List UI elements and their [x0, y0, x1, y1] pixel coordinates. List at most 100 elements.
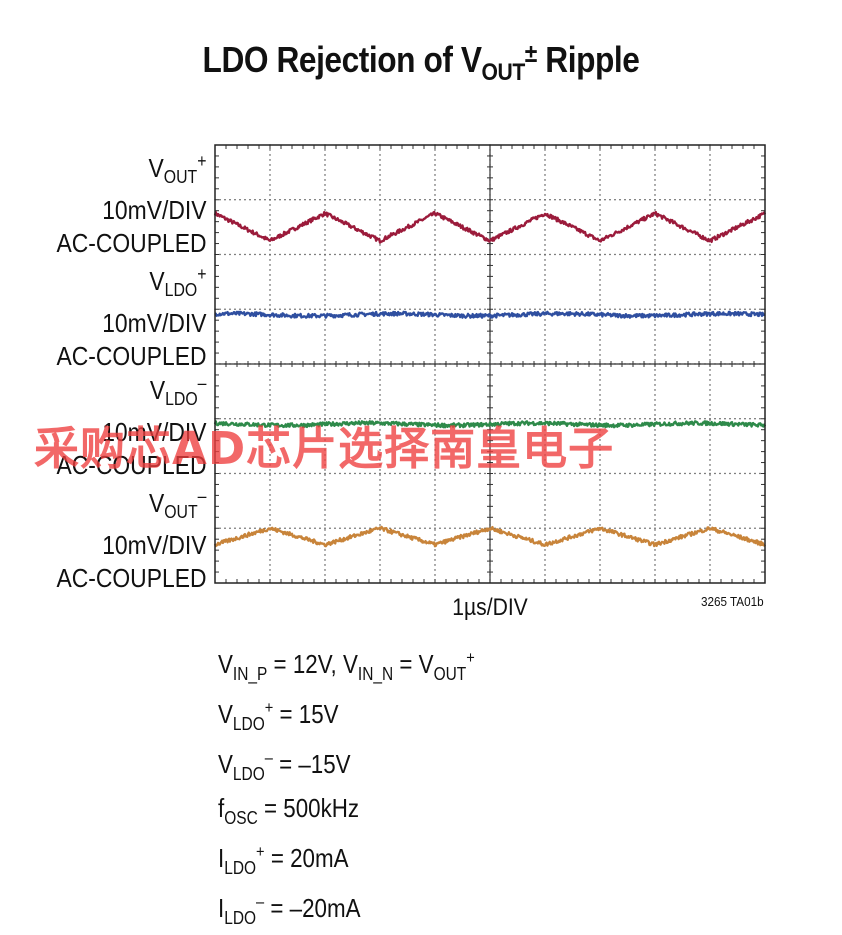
grid-dot — [434, 339, 436, 341]
grid-dot — [514, 527, 516, 529]
grid-dot — [279, 527, 281, 529]
grid-dot — [234, 199, 236, 201]
grid-dot — [599, 253, 601, 256]
grid-dot — [739, 418, 741, 420]
grid-dot — [639, 308, 641, 310]
grid-dot — [544, 249, 546, 251]
grid-dot — [544, 374, 546, 376]
grid-dot — [294, 472, 296, 475]
grid-dot — [709, 269, 711, 271]
grid-dot — [379, 414, 381, 416]
grid-dot — [649, 527, 651, 529]
grid-dot — [654, 519, 656, 521]
grid-dot — [669, 472, 671, 475]
grid-dot — [514, 472, 516, 475]
condition-line: ILDO+ = 20mA — [218, 842, 349, 878]
grid-dot — [544, 434, 546, 436]
grid-dot — [434, 479, 436, 481]
grid-dot — [654, 189, 656, 191]
grid-dot — [674, 253, 676, 256]
grid-dot — [624, 472, 626, 475]
grid-dot — [599, 534, 601, 536]
grid-dot — [379, 154, 381, 156]
grid-dot — [379, 469, 381, 471]
grid-dot — [599, 229, 601, 231]
grid-dot — [434, 308, 436, 310]
grid-dot — [344, 527, 346, 529]
grid-dot — [544, 464, 546, 466]
grid-dot — [544, 564, 546, 566]
grid-dot — [454, 199, 456, 201]
grid-dot — [629, 253, 631, 256]
grid-dot — [709, 204, 711, 206]
grid-dot — [269, 409, 271, 411]
grid-dot — [249, 418, 251, 420]
grid-dot — [594, 418, 596, 420]
grid-dot — [599, 329, 601, 331]
grid-dot — [544, 524, 546, 526]
grid-dot — [599, 289, 601, 291]
grid-dot — [654, 184, 656, 186]
grid-dot — [314, 527, 316, 529]
grid-dot — [599, 499, 601, 501]
grid-dot — [334, 308, 336, 310]
grid-dot — [414, 199, 416, 201]
grid-dot — [434, 304, 436, 306]
scope-grid — [214, 144, 766, 584]
grid-dot — [219, 418, 221, 420]
grid-dot — [639, 527, 641, 529]
grid-dot — [539, 472, 541, 475]
grid-dot — [524, 253, 526, 256]
grid-dot — [659, 527, 661, 529]
grid-dot — [319, 308, 321, 310]
grid-dot — [379, 244, 381, 246]
grid-dot — [644, 527, 646, 529]
grid-dot — [519, 527, 521, 529]
grid-dot — [709, 214, 711, 216]
grid-dot — [599, 199, 601, 201]
grid-dot — [379, 509, 381, 511]
grid-dot — [759, 472, 761, 475]
grid-dot — [294, 308, 296, 310]
grid-dot — [744, 418, 746, 420]
grid-dot — [379, 269, 381, 271]
grid-dot — [379, 534, 381, 536]
grid-dot — [509, 308, 511, 310]
grid-dot — [364, 308, 366, 310]
grid-dot — [709, 384, 711, 386]
grid-dot — [464, 253, 466, 256]
grid-dot — [379, 474, 381, 476]
grid-dot — [654, 224, 656, 226]
grid-dot — [269, 454, 271, 456]
grid-dot — [379, 494, 381, 496]
grid-dot — [709, 472, 711, 475]
grid-dot — [434, 279, 436, 281]
grid-dot — [379, 224, 381, 226]
grid-dot — [534, 308, 536, 310]
grid-dot — [269, 394, 271, 396]
grid-dot — [724, 308, 726, 310]
grid-dot — [379, 169, 381, 171]
grid-dot — [324, 334, 326, 336]
grid-dot — [429, 308, 431, 310]
grid-dot — [339, 199, 341, 201]
grid-dot — [544, 514, 546, 516]
grid-dot — [654, 494, 656, 496]
grid-dot — [649, 253, 651, 256]
grid-dot — [439, 199, 441, 201]
grid-dot — [434, 209, 436, 211]
grid-dot — [514, 418, 516, 420]
grid-dot — [679, 199, 681, 201]
grid-dot — [599, 472, 601, 475]
grid-dot — [409, 418, 411, 420]
grid-dot — [589, 472, 591, 475]
grid-dot — [754, 527, 756, 529]
grid-dot — [684, 527, 686, 529]
grid-dot — [419, 418, 421, 420]
grid-dot — [269, 414, 271, 416]
grid-dot — [654, 472, 656, 475]
grid-dot — [649, 308, 651, 310]
grid-dot — [434, 359, 436, 361]
grid-dot — [719, 527, 721, 529]
grid-dot — [599, 419, 601, 421]
